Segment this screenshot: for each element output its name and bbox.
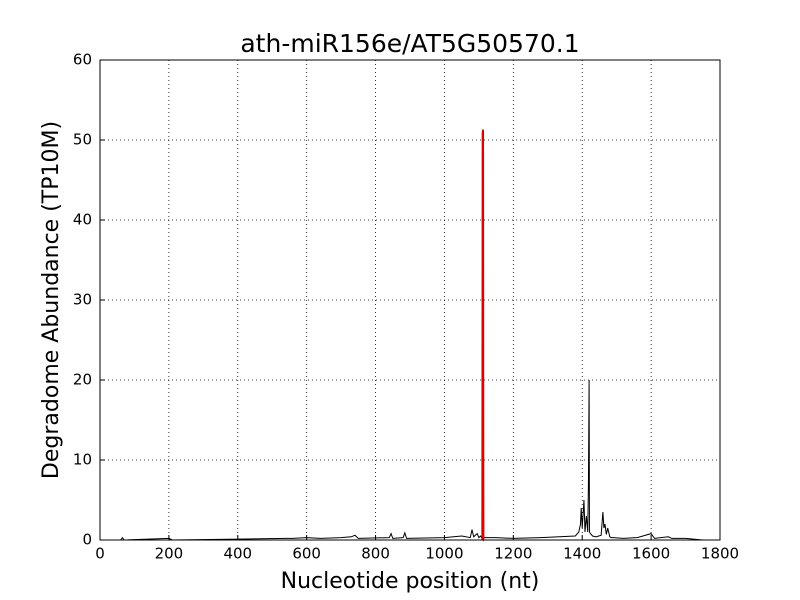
- x-tick-label: 600: [292, 545, 321, 563]
- x-tick-label: 1000: [425, 545, 463, 563]
- y-tick-label: 0: [82, 531, 92, 549]
- y-tick-label: 10: [73, 451, 92, 469]
- data-line: [100, 379, 703, 542]
- y-tick-label: 40: [73, 211, 92, 229]
- chart-title: ath-miR156e/AT5G50570.1: [240, 29, 579, 58]
- data-line: [481, 129, 485, 541]
- x-tick-label: 1200: [494, 545, 532, 563]
- x-tick-label: 1800: [701, 545, 739, 563]
- x-tick-label: 400: [223, 545, 252, 563]
- y-tick-label: 20: [73, 371, 92, 389]
- y-tick-label: 50: [73, 131, 92, 149]
- x-axis-label: Nucleotide position (nt): [281, 569, 540, 594]
- x-tick-label: 200: [155, 545, 184, 563]
- y-axis-label: Degradome Abundance (TP10M): [39, 121, 64, 479]
- x-tick-label: 1600: [632, 545, 670, 563]
- x-tick-label: 0: [95, 545, 105, 563]
- x-tick-label: 800: [361, 545, 390, 563]
- plot-frame: [99, 59, 721, 541]
- x-tick-label: 1400: [563, 545, 601, 563]
- y-tick-label: 60: [73, 51, 92, 69]
- y-tick-label: 30: [73, 291, 92, 309]
